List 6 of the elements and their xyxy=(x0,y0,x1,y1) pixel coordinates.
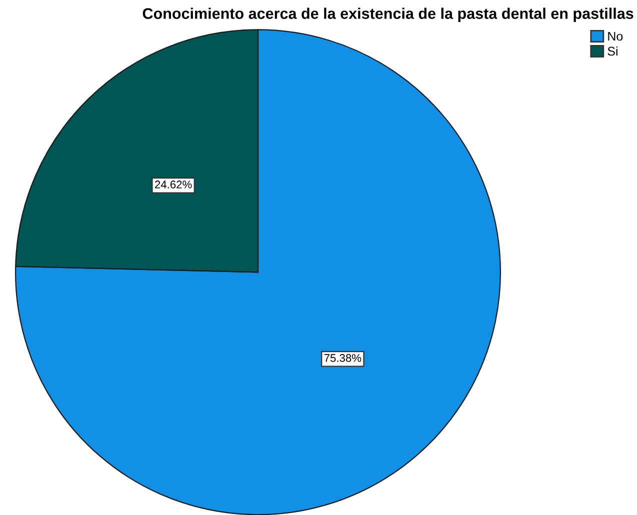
data-label: 75.38% xyxy=(324,354,362,362)
pie-slice xyxy=(14,29,501,515)
legend-label: Si xyxy=(608,46,618,56)
chart-title: Conocimiento acerca de la existencia de la pasta dental en pastillas xyxy=(142,8,634,22)
data-label: 24.62% xyxy=(155,180,192,188)
legend-label: No xyxy=(608,32,623,41)
